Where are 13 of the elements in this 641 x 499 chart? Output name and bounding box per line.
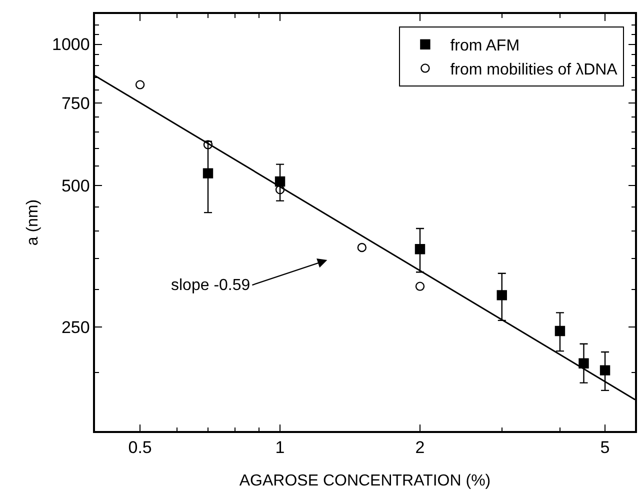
y-tick-label: 750 xyxy=(61,94,90,113)
y-tick-label: 250 xyxy=(61,318,90,337)
x-tick-label: 2 xyxy=(415,438,425,458)
y-tick-label: 500 xyxy=(61,176,90,196)
y-axis-title: a (nm) xyxy=(24,199,42,246)
y-tick-label: 1000 xyxy=(52,35,90,54)
x-tick-label: 5 xyxy=(600,438,610,458)
x-tick-label: 0.5 xyxy=(128,438,152,458)
legend-label: from AFM xyxy=(450,38,520,55)
legend-label: from mobilities of λDNA xyxy=(450,61,618,78)
x-tick-label: 1 xyxy=(275,438,285,458)
x-axis-title: AGAROSE CONCENTRATION (%) xyxy=(239,472,491,490)
annotation: slope -0.59 xyxy=(171,277,250,294)
